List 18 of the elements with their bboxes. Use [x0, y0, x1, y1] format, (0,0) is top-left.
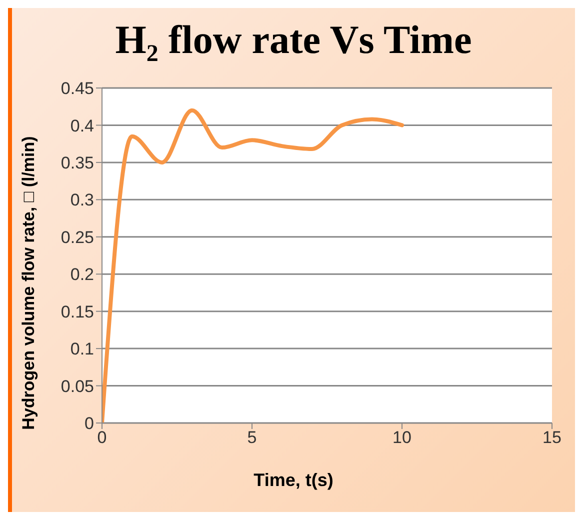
y-tick-label: 0.1: [70, 340, 94, 359]
line-series: [102, 108, 404, 423]
y-tick-label: 0.2: [70, 265, 94, 284]
y-tick-label: 0: [84, 414, 94, 434]
y-tick-label: 0.25: [60, 228, 94, 247]
x-tick-label: 10: [392, 428, 412, 448]
y-tick-label: 0.15: [60, 302, 94, 322]
y-tick-label: 0.35: [60, 153, 94, 172]
y-axis-title: Hydrogen volume flow rate, □ (l/min): [19, 136, 39, 430]
y-tick-label: 0.05: [60, 376, 94, 396]
x-tick-label: 15: [542, 428, 562, 448]
x-tick-label: 5: [247, 428, 257, 448]
x-tick-label: 0: [97, 428, 107, 448]
x-axis-title: Time, t(s): [252, 470, 334, 491]
y-tick-label: 0.45: [60, 79, 94, 98]
y-tick-label: 0.4: [70, 116, 94, 136]
y-tick-label: 0.3: [70, 190, 94, 210]
chart-title: H₂ flow rate Vs Time: [114, 16, 473, 64]
